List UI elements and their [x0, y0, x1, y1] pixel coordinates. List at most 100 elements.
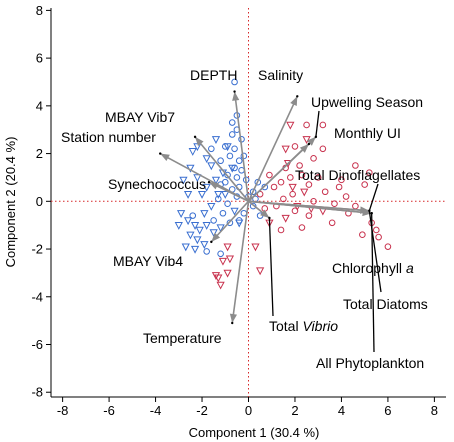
data-point: [217, 157, 224, 165]
y-tick-label: -2: [31, 242, 43, 257]
loading-vector: [248, 200, 372, 215]
data-point: [211, 136, 221, 144]
data-point: [216, 281, 225, 290]
loading-tip: [231, 321, 234, 325]
leader-line: [315, 110, 320, 137]
data-point: [270, 183, 278, 191]
data-point: [211, 272, 221, 280]
data-point: [228, 164, 237, 173]
data-point: [188, 148, 197, 156]
arrowhead: [260, 209, 270, 219]
arrowhead: [209, 182, 219, 190]
data-point: [240, 209, 248, 217]
loading-vector: [233, 91, 250, 202]
data-point: [249, 188, 257, 196]
data-point: [202, 183, 211, 192]
loading-tip: [159, 152, 162, 155]
data-point: [280, 195, 287, 203]
x-tick-label: 4: [338, 403, 345, 418]
data-point: [287, 174, 294, 181]
data-point: [286, 121, 295, 130]
data-point: [255, 267, 265, 276]
loading-label: Total Vibrio: [269, 318, 338, 334]
data-point: [226, 219, 234, 227]
loading-vector: [194, 136, 250, 202]
loading-label: All Phytoplankton: [316, 355, 424, 371]
arrowhead: [160, 153, 170, 162]
data-point: [200, 210, 209, 218]
data-point: [361, 181, 368, 188]
data-point: [251, 243, 260, 252]
data-point: [235, 157, 243, 165]
data-point: [359, 231, 366, 239]
data-point: [186, 231, 195, 240]
y-tick-label: 0: [36, 194, 43, 209]
data-point: [235, 217, 243, 224]
data-point: [230, 207, 239, 216]
data-point: [189, 212, 197, 219]
y-tick-label: 4: [36, 98, 43, 113]
data-point: [281, 214, 290, 223]
loading-labels: DEPTH Salinity Upwelling Season Monthly UI M…: [61, 67, 428, 371]
data-point: [211, 176, 221, 185]
arrowhead: [229, 313, 237, 324]
arrowhead: [232, 91, 240, 101]
data-point: [210, 217, 217, 224]
data-point: [219, 209, 227, 217]
data-point: [217, 250, 224, 258]
x-tick-label: 2: [291, 403, 298, 418]
data-point: [214, 191, 223, 199]
loading-tip: [307, 142, 311, 146]
data-point: [218, 257, 228, 266]
data-point: [221, 191, 230, 199]
y-tick-label: -4: [31, 289, 43, 304]
data-point: [208, 145, 215, 153]
data-point: [384, 243, 392, 250]
data-points: [174, 78, 392, 290]
data-point: [331, 200, 338, 207]
data-point: [203, 248, 210, 255]
data-point: [228, 119, 236, 126]
x-tick-label: -6: [103, 403, 115, 418]
leader-line: [268, 217, 274, 317]
loading-label: MBAY Vib4: [113, 253, 183, 269]
data-point: [223, 243, 232, 252]
loading-label: Temperature: [143, 330, 222, 346]
data-point: [352, 202, 359, 210]
data-point: [231, 164, 238, 172]
data-point: [352, 162, 359, 169]
x-tick-label: -4: [150, 403, 162, 418]
loading-label: MBAY Vib7: [105, 109, 175, 125]
leader-line: [368, 183, 379, 212]
data-point: [328, 219, 336, 227]
data-point: [214, 195, 222, 203]
data-point: [305, 181, 313, 188]
data-point: [375, 233, 382, 241]
data-point: [207, 162, 216, 171]
arrowhead: [290, 96, 298, 106]
data-point: [335, 183, 343, 191]
data-point: [195, 226, 204, 235]
axis-ticks: -8 -6 -4 -2 0 2 4 6 8 -8 -6 -4 -2 0 2 4 6 8: [31, 3, 438, 418]
data-point: [249, 202, 257, 210]
arrowhead: [299, 144, 309, 153]
data-point: [183, 217, 193, 226]
loading-vector: [231, 201, 250, 324]
data-point: [283, 159, 293, 168]
data-point: [296, 162, 303, 169]
data-point: [216, 224, 225, 233]
arrowhead: [211, 232, 221, 242]
loading-vector: [247, 95, 299, 202]
data-point: [302, 136, 311, 144]
loading-label: Salinity: [258, 67, 303, 83]
data-point: [224, 171, 231, 179]
arrowhead: [362, 208, 372, 216]
data-point: [305, 212, 313, 219]
data-point: [174, 222, 183, 230]
loading-tip: [296, 95, 299, 98]
data-point: [288, 183, 297, 192]
data-point: [193, 174, 202, 183]
data-point: [228, 131, 236, 138]
data-point: [314, 174, 322, 181]
data-point: [202, 155, 211, 164]
